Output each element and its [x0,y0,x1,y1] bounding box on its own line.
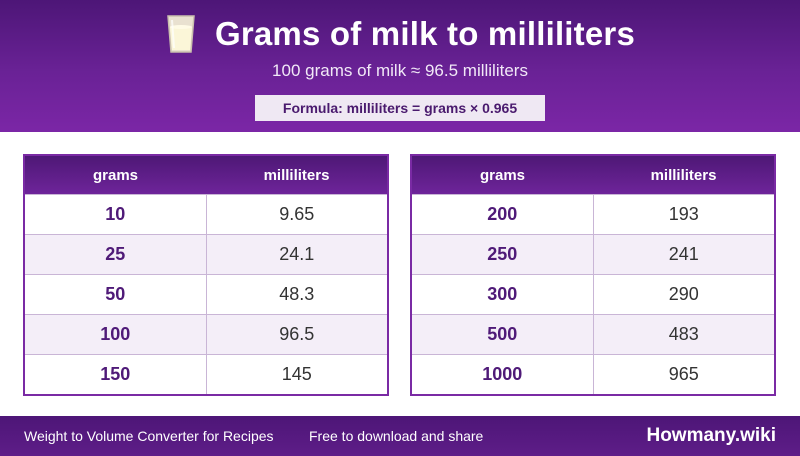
footer-bar: Weight to Volume Converter for Recipes F… [0,416,800,456]
table-row: 150 145 [24,354,388,395]
grams-cell: 50 [24,274,207,315]
table-row: 25 24.1 [24,234,388,275]
conversion-table-right: grams milliliters 200 193 250 241 300 29… [410,154,776,396]
footer-share-text: Free to download and share [309,428,484,444]
table-header-row: grams milliliters [411,155,775,195]
column-header-grams: grams [24,155,206,195]
table-row: 100 96.5 [24,314,388,355]
column-header-milliliters: milliliters [206,155,388,195]
page-subtitle: 100 grams of milk ≈ 96.5 milliliters [272,61,528,80]
milliliters-cell: 965 [593,354,775,395]
grams-cell: 100 [24,314,207,355]
table-row: 300 290 [411,274,775,315]
table-row: 50 48.3 [24,274,388,315]
table-row: 250 241 [411,234,775,275]
grams-cell: 10 [24,194,207,235]
milliliters-cell: 483 [593,314,775,355]
formula-box: Formula: milliliters = grams × 0.965 [255,95,545,121]
milliliters-cell: 48.3 [206,274,388,315]
grams-cell: 250 [411,234,594,275]
header-banner: Grams of milk to milliliters 100 grams o… [0,0,800,132]
milliliters-cell: 290 [593,274,775,315]
column-header-milliliters: milliliters [593,155,775,195]
title-row: Grams of milk to milliliters [0,12,800,56]
footer-converter-text: Weight to Volume Converter for Recipes [24,428,274,444]
grams-cell: 300 [411,274,594,315]
milliliters-cell: 96.5 [206,314,388,355]
grams-cell: 500 [411,314,594,355]
footer-brand-link[interactable]: Howmany.wiki [646,425,776,446]
table-header-row: grams milliliters [24,155,388,195]
grams-cell: 150 [24,354,207,395]
table-row: 200 193 [411,194,775,235]
milliliters-cell: 193 [593,194,775,235]
milk-glass-icon [167,15,195,53]
milliliters-cell: 241 [593,234,775,275]
conversion-table-left: grams milliliters 10 9.65 25 24.1 50 48.… [23,154,389,396]
column-header-grams: grams [411,155,593,195]
milliliters-cell: 9.65 [206,194,388,235]
milliliters-cell: 145 [206,354,388,395]
milliliters-cell: 24.1 [206,234,388,275]
table-row: 10 9.65 [24,194,388,235]
grams-cell: 200 [411,194,594,235]
table-row: 1000 965 [411,354,775,395]
table-row: 500 483 [411,314,775,355]
grams-cell: 25 [24,234,207,275]
grams-cell: 1000 [411,354,594,395]
page-title: Grams of milk to milliliters [214,15,636,52]
